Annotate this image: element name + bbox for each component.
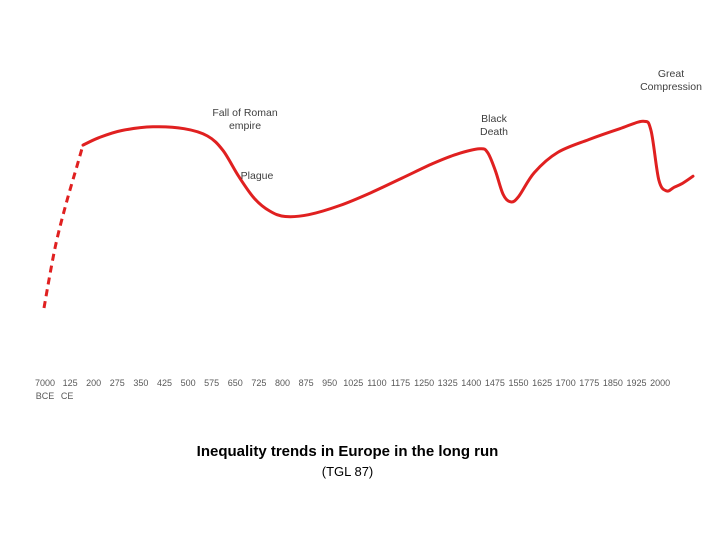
x-tick-label: 1925 [626,378,646,388]
x-tick-label: 650 [228,378,243,388]
x-tick-era-label: BCE [36,391,55,401]
x-tick-label: 1250 [414,378,434,388]
annotation-label: Fall of Roman [212,107,278,119]
annotation-label: empire [229,120,261,132]
x-tick-label: 1625 [532,378,552,388]
x-tick-label: 1400 [461,378,481,388]
x-tick-label: 1700 [556,378,576,388]
x-tick-label: 7000 [35,378,55,388]
x-tick-label: 1025 [343,378,363,388]
annotation-label: Compression [640,81,702,93]
x-tick-label: 725 [251,378,266,388]
x-tick-label: 950 [322,378,337,388]
x-tick-label: 200 [86,378,101,388]
x-tick-label: 275 [110,378,125,388]
x-tick-era-label: CE [61,391,74,401]
x-tick-label: 2000 [650,378,670,388]
x-tick-label: 575 [204,378,219,388]
x-axis-tick-labels: 7000 BCE 125 CE 200 275 350 425 500 575 650 725 800 8… [35,378,670,401]
x-tick-label: 500 [181,378,196,388]
x-tick-label: 1475 [485,378,505,388]
x-tick-label: 350 [133,378,148,388]
chart-subtitle: (TGL 87) [321,464,374,479]
series-line-solid [81,119,695,219]
series-line-dashed [42,144,85,309]
x-tick-label: 425 [157,378,172,388]
inequality-series [42,119,695,309]
x-tick-label: 1550 [508,378,528,388]
annotation-label: Great [658,68,684,80]
x-tick-label: 1175 [391,378,410,388]
x-tick-label: 875 [299,378,314,388]
annotation-label: Black [481,113,507,125]
annotation-label: Death [480,126,508,138]
x-tick-label: 800 [275,378,290,388]
x-tick-label: 1775 [579,378,599,388]
x-tick-label: 1325 [438,378,458,388]
x-tick-label: 125 [63,378,78,388]
chart-title: Inequality trends in Europe in the long … [196,443,499,460]
x-tick-label: 1850 [603,378,623,388]
annotation-label: Plague [241,170,274,182]
x-tick-label: 1100 [367,378,386,388]
